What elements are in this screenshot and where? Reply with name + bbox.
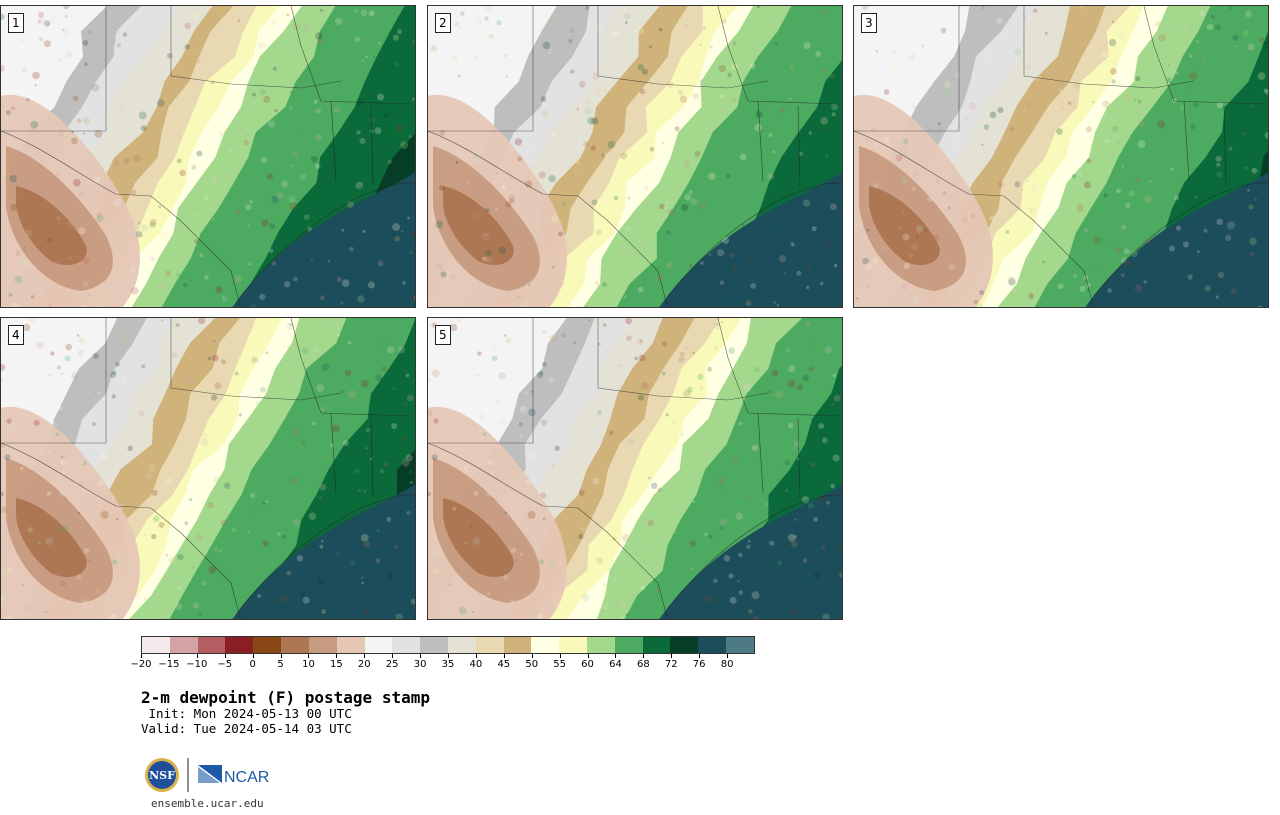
dewpoint-map-3 — [854, 6, 1268, 307]
panel-number-label: 5 — [435, 325, 451, 345]
panel-number-label: 4 — [8, 325, 24, 345]
colorbar-swatch — [670, 637, 699, 653]
colorbar-swatch — [197, 637, 226, 653]
map-panel-4: 4 — [0, 317, 416, 620]
colorbar-swatch — [726, 637, 754, 653]
colorbar-swatch — [447, 637, 476, 653]
colorbar-tick-label: 15 — [329, 659, 343, 670]
colorbar-tick — [420, 654, 422, 658]
sponsor-logos: NSF NCAR — [144, 755, 274, 795]
colorbar-tick-label: 35 — [441, 659, 455, 670]
panel-number-label: 2 — [435, 13, 451, 33]
colorbar-tick — [643, 654, 645, 658]
colorbar-swatch — [503, 637, 532, 653]
colorbar-swatch — [225, 637, 254, 653]
colorbar-tick-label: 72 — [664, 659, 678, 670]
colorbar-swatch — [308, 637, 337, 653]
colorbar-tick-label: 68 — [636, 659, 650, 670]
colorbar-tick-label: 60 — [581, 659, 594, 670]
map-panel-2: 2 — [427, 5, 843, 308]
colorbar-swatch — [169, 637, 198, 653]
colorbar-tick — [671, 654, 673, 658]
dewpoint-colorbar — [141, 636, 755, 654]
colorbar-tick — [168, 654, 170, 658]
colorbar-swatch — [559, 637, 587, 653]
colorbar-tick-label: 50 — [525, 659, 539, 670]
colorbar-swatch — [142, 637, 170, 653]
colorbar-tick-labels: −20 −15 −10 −5 0 5 10 15 20 25 30 35 40 45 50 55 60 64 68 7… — [130, 654, 755, 676]
colorbar-swatch — [364, 637, 393, 653]
colorbar-tick-label: 64 — [609, 659, 622, 670]
colorbar-tick-label: 25 — [385, 659, 399, 670]
colorbar-swatch — [281, 637, 309, 653]
colorbar-tick — [587, 654, 589, 658]
colorbar-swatch — [642, 637, 671, 653]
plot-title: 2-m dewpoint (F) postage stamp — [141, 688, 430, 707]
colorbar-tick-label: 76 — [692, 659, 706, 670]
svg-text:NSF: NSF — [149, 769, 175, 782]
dewpoint-map-2 — [428, 6, 842, 307]
panel-number-label: 1 — [8, 13, 24, 33]
valid-time: Valid: Tue 2024-05-14 03 UTC — [141, 721, 352, 736]
colorbar-tick-label: 40 — [469, 659, 483, 670]
colorbar-tick — [308, 654, 310, 658]
colorbar-swatch — [614, 637, 643, 653]
nsf-logo: NSF — [145, 758, 179, 792]
colorbar-tick — [392, 654, 394, 658]
colorbar-tick-label: 80 — [720, 659, 734, 670]
colorbar-tick — [559, 654, 561, 658]
dewpoint-map-1 — [1, 6, 415, 307]
colorbar-swatch — [392, 637, 421, 653]
colorbar-swatch — [531, 637, 560, 653]
colorbar-tick — [364, 654, 366, 658]
colorbar-tick — [699, 654, 701, 658]
colorbar-swatch — [336, 637, 365, 653]
dewpoint-map-4 — [1, 318, 415, 619]
map-panel-5: 5 — [427, 317, 843, 620]
colorbar-swatch — [698, 637, 727, 653]
map-panel-1: 1 — [0, 5, 416, 308]
svg-text:NCAR: NCAR — [224, 769, 269, 786]
site-url: ensemble.ucar.edu — [151, 797, 264, 810]
colorbar-tick — [615, 654, 617, 658]
colorbar-tick — [141, 654, 142, 658]
colorbar-tick-label: −20 — [130, 659, 152, 670]
colorbar-tick-label: 30 — [413, 659, 427, 670]
colorbar-tick — [503, 654, 505, 658]
colorbar-tick-label: 5 — [277, 659, 284, 670]
map-panel-3: 3 — [853, 5, 1269, 308]
colorbar-tick — [727, 654, 729, 658]
colorbar-tick-label: 55 — [553, 659, 566, 670]
colorbar-swatch — [475, 637, 504, 653]
colorbar-swatch — [587, 637, 615, 653]
colorbar-swatch — [420, 637, 448, 653]
colorbar-tick-label: 45 — [497, 659, 511, 670]
colorbar-tick — [448, 654, 449, 658]
colorbar-tick-label: 20 — [357, 659, 371, 670]
colorbar-tick-label: −15 — [158, 659, 180, 670]
colorbar-tick — [196, 654, 198, 658]
colorbar-tick-label: −5 — [217, 659, 233, 670]
init-time: Init: Mon 2024-05-13 00 UTC — [141, 706, 352, 721]
colorbar-tick-label: 10 — [302, 659, 315, 670]
colorbar-tick — [336, 654, 338, 658]
colorbar-tick-label: 0 — [249, 659, 256, 670]
ncar-logo: NCAR — [198, 765, 269, 786]
colorbar-tick — [224, 654, 226, 658]
colorbar-tick-label: −10 — [186, 659, 208, 670]
colorbar-swatch — [253, 637, 282, 653]
dewpoint-map-5 — [428, 318, 842, 619]
panel-number-label: 3 — [861, 13, 877, 33]
colorbar-tick — [531, 654, 533, 658]
colorbar-tick — [475, 654, 477, 658]
colorbar-tick — [280, 654, 282, 658]
colorbar-tick — [252, 654, 254, 658]
